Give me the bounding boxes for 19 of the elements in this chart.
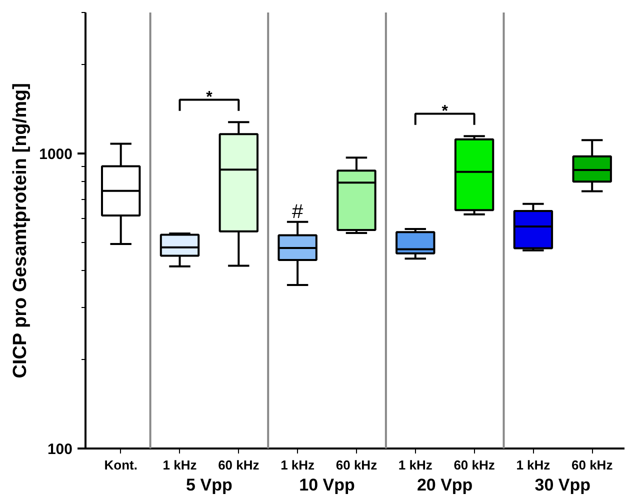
text: 5 Vpp (186, 476, 232, 494)
text: 20 Vpp (416, 476, 473, 494)
x-tick-label: 1 kHz (280, 458, 316, 472)
annotation: * (442, 102, 449, 120)
x-tick-label: 60 kHz (572, 458, 614, 472)
annotation: * (206, 88, 214, 106)
text: 30 Vpp (534, 476, 591, 494)
x-tick-label: 1 kHz (162, 458, 198, 472)
y-tick-label: 100 (47, 441, 73, 458)
annotation: # (292, 200, 304, 223)
x-tick-label: 1 kHz (398, 458, 433, 472)
text: 10 Vpp (299, 476, 355, 494)
y-tick-label: 1000 (39, 146, 73, 163)
x-tick-label: 60 kHz (218, 458, 260, 472)
x-tick-label: 60 kHz (336, 458, 378, 472)
y-axis-title: CICP pro Gesamtprotein [ng/mg] (10, 83, 32, 378)
x-tick-label: 1 kHz (516, 458, 551, 472)
x-tick-label: Kont. (104, 458, 138, 472)
x-tick-label: 60 kHz (454, 458, 496, 472)
